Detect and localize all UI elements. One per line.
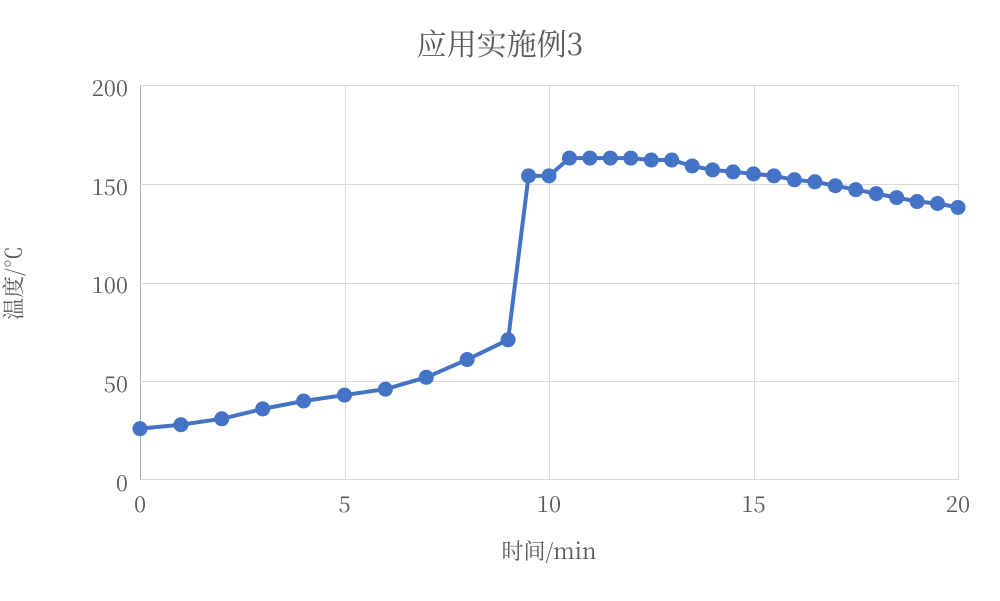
series-marker xyxy=(582,151,597,166)
series-marker xyxy=(603,151,618,166)
series-marker xyxy=(133,421,148,436)
series-marker xyxy=(296,394,311,409)
series-marker xyxy=(930,196,945,211)
series-marker xyxy=(378,382,393,397)
chart-title: 应用实施例3 xyxy=(0,20,1000,64)
y-tick-label: 50 xyxy=(48,368,128,399)
series-marker xyxy=(623,151,638,166)
series-marker xyxy=(787,172,802,187)
data-series xyxy=(140,85,958,480)
series-marker xyxy=(214,411,229,426)
y-tick-label: 150 xyxy=(48,171,128,202)
x-axis-title: 时间/min xyxy=(140,535,958,566)
series-marker xyxy=(869,186,884,201)
series-line xyxy=(140,158,958,429)
series-marker xyxy=(542,168,557,183)
x-tick-label: 20 xyxy=(938,488,978,519)
x-tick-label: 0 xyxy=(120,488,160,519)
series-marker xyxy=(951,200,966,215)
series-marker xyxy=(664,153,679,168)
series-marker xyxy=(828,178,843,193)
series-marker xyxy=(501,332,516,347)
series-marker xyxy=(705,162,720,177)
x-tick-label: 5 xyxy=(325,488,365,519)
series-marker xyxy=(644,153,659,168)
series-marker xyxy=(807,174,822,189)
chart-frame: 应用实施例3 050100150200 05101520 温度/℃ 时间/min xyxy=(0,0,1000,601)
series-marker xyxy=(521,168,536,183)
series-marker xyxy=(255,401,270,416)
series-marker xyxy=(173,417,188,432)
plot-area-container: 050100150200 05101520 温度/℃ 时间/min xyxy=(140,85,958,480)
x-tick-label: 15 xyxy=(734,488,774,519)
x-tick-label: 10 xyxy=(529,488,569,519)
y-tick-label: 100 xyxy=(48,269,128,300)
series-marker xyxy=(460,352,475,367)
series-marker xyxy=(726,164,741,179)
series-marker xyxy=(910,194,925,209)
series-marker xyxy=(419,370,434,385)
y-axis-title: 温度/℃ xyxy=(0,246,29,320)
series-marker xyxy=(337,388,352,403)
gridline-vertical xyxy=(958,85,959,480)
y-tick-label: 200 xyxy=(48,72,128,103)
series-marker xyxy=(766,168,781,183)
series-marker xyxy=(746,166,761,181)
y-tick-label: 0 xyxy=(48,467,128,498)
series-marker xyxy=(848,182,863,197)
series-marker xyxy=(685,158,700,173)
series-marker xyxy=(889,190,904,205)
series-marker xyxy=(562,151,577,166)
